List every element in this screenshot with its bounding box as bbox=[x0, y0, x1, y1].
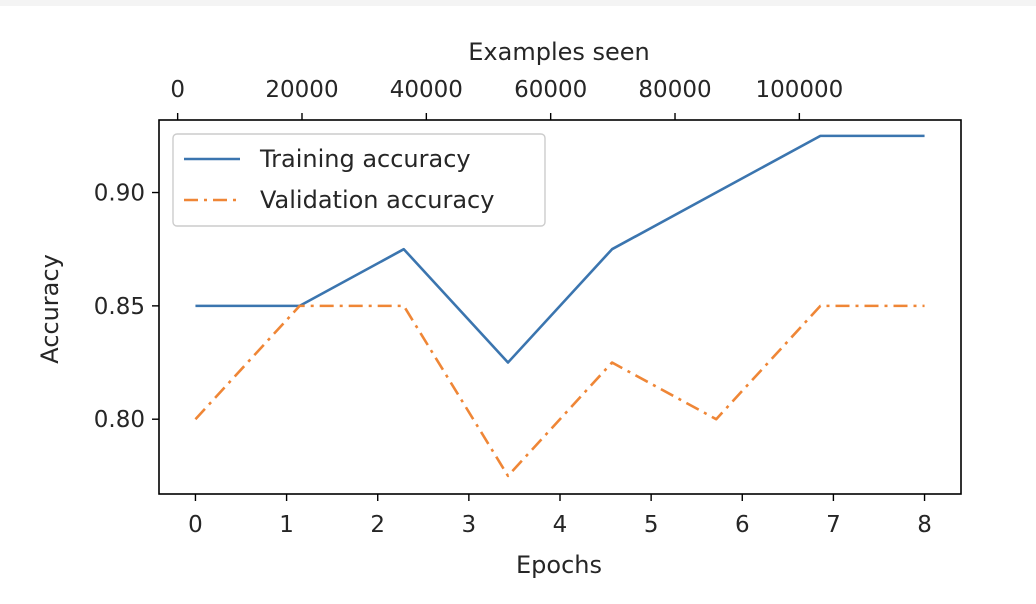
series-lines bbox=[194, 134, 925, 478]
legend: Training accuracy Validation accuracy bbox=[172, 133, 546, 227]
x-tick-label: 2 bbox=[370, 512, 385, 538]
x-tick-label: 0 bbox=[188, 512, 203, 538]
x-axis-ticks: 0 1 2 3 4 5 6 7 8 bbox=[188, 494, 932, 538]
y-tick-label: 0.85 bbox=[94, 294, 145, 320]
top-x-tick-label: 100000 bbox=[755, 77, 843, 103]
x-axis-title: Epochs bbox=[516, 551, 602, 579]
top-x-axis-ticks: 0 20000 40000 60000 80000 100000 bbox=[170, 77, 843, 120]
series-line-training bbox=[195, 134, 925, 364]
x-tick-label: 4 bbox=[553, 512, 568, 538]
legend-validation-label: Validation accuracy bbox=[260, 186, 494, 214]
y-tick-label: 0.90 bbox=[94, 181, 145, 207]
x-tick-label: 6 bbox=[735, 512, 750, 538]
top-x-tick-label: 20000 bbox=[265, 77, 338, 103]
top-x-tick-label: 40000 bbox=[390, 77, 463, 103]
y-axis-ticks: 0.80 0.85 0.90 bbox=[94, 181, 159, 433]
x-tick-label: 1 bbox=[279, 512, 294, 538]
x-tick-label: 3 bbox=[462, 512, 477, 538]
window-top-strip bbox=[0, 0, 1036, 6]
top-x-tick-label: 80000 bbox=[638, 77, 711, 103]
legend-box bbox=[172, 133, 546, 227]
x-tick-label: 5 bbox=[644, 512, 659, 538]
series-line-validation bbox=[194, 304, 925, 478]
legend-training-label: Training accuracy bbox=[259, 145, 471, 173]
x-tick-label: 7 bbox=[826, 512, 841, 538]
top-x-axis-title: Examples seen bbox=[468, 38, 650, 66]
y-tick-label: 0.80 bbox=[94, 407, 145, 433]
top-x-tick-label: 60000 bbox=[514, 77, 587, 103]
x-tick-label: 8 bbox=[917, 512, 932, 538]
top-x-tick-label: 0 bbox=[170, 77, 185, 103]
y-axis-title: Accuracy bbox=[36, 254, 64, 364]
